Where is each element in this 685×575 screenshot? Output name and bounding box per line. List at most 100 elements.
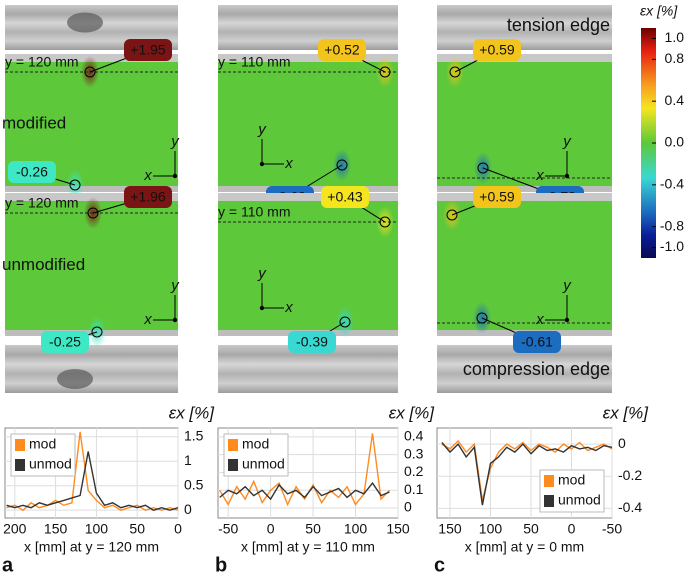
axis-origin	[564, 173, 570, 179]
separator	[437, 193, 612, 201]
line-series	[219, 481, 390, 501]
legend-swatch	[228, 439, 238, 451]
y-axis-title: εx [%]	[603, 403, 650, 422]
wood-strip	[5, 345, 178, 393]
x-tick-label: 50	[523, 521, 539, 537]
colorbar-title: εx [%]	[640, 3, 678, 19]
x-tick-label: 100	[479, 521, 503, 537]
callout-point	[446, 209, 458, 221]
panel-letter: a	[2, 554, 14, 575]
line-series	[6, 451, 179, 511]
callout-label: -0.25	[49, 334, 81, 350]
callout-label: +0.59	[479, 189, 515, 205]
callout-label: +0.43	[327, 189, 363, 205]
axis-glyph-label: y	[170, 133, 180, 150]
x-tick-label: -50	[218, 521, 238, 537]
y-tick-label: -0.4	[618, 499, 642, 515]
axis-glyph-label: x	[284, 299, 293, 316]
callout-point	[379, 66, 391, 78]
section-label: y = 120 mm	[5, 195, 79, 211]
callout-box	[513, 331, 561, 353]
section-label: y = 110 mm	[218, 204, 291, 220]
x-axis-title: x [mm] at y = 120 mm	[24, 539, 159, 555]
separator	[5, 186, 178, 192]
wood-knot	[57, 369, 93, 389]
legend-swatch	[228, 459, 238, 471]
callout-point	[379, 216, 391, 228]
colorbar-tick-label: 1.0	[665, 29, 685, 45]
wood-strip	[437, 5, 612, 50]
legend-swatch	[15, 459, 25, 471]
axis-origin	[259, 161, 265, 167]
wood-strip	[218, 5, 398, 50]
legend-swatch	[544, 475, 554, 487]
callout-point	[87, 207, 99, 219]
separator	[218, 193, 398, 201]
y-tick-label: 0	[404, 499, 412, 515]
y-axis-title: εx [%]	[389, 403, 436, 422]
section-label: y = 110 mm	[218, 54, 291, 70]
legend-swatch	[544, 495, 554, 507]
callout-point	[336, 159, 348, 171]
line-series	[441, 439, 613, 501]
callout-label: +1.95	[130, 42, 166, 58]
panel-letter: b	[215, 554, 227, 575]
y-tick-label: 0.3	[404, 445, 424, 461]
colorbar-tick-label: -1.0	[660, 238, 684, 254]
x-tick-label: 50	[305, 521, 321, 537]
axis-glyph-label: x	[284, 155, 293, 172]
y-tick-label: -0.2	[618, 467, 642, 483]
axis-glyph-label: y	[562, 277, 572, 294]
y-tick-label: 0.1	[404, 481, 424, 497]
callout-label: +0.59	[479, 42, 515, 58]
axis-origin	[172, 173, 178, 179]
legend-label: mod	[558, 472, 585, 488]
callout-box	[41, 331, 89, 353]
axis-glyph-label: x	[143, 167, 152, 184]
strain-map	[437, 201, 612, 330]
y-tick-label: 1	[184, 452, 192, 468]
x-tick-label: 100	[344, 521, 368, 537]
y-tick-label: 0.5	[184, 476, 204, 492]
callout-point	[91, 326, 103, 338]
colorbar	[641, 28, 656, 258]
x-axis-title: x [mm] at y = 110 mm	[241, 539, 375, 555]
axis-origin	[564, 317, 570, 323]
x-tick-label: 0	[568, 521, 576, 537]
callout-box	[473, 39, 521, 61]
x-tick-label: 0	[267, 521, 275, 537]
axis-glyph-label: x	[143, 311, 152, 328]
separator	[5, 193, 178, 201]
colorbar-tick-label: 0.4	[665, 92, 685, 108]
legend-swatch	[15, 439, 25, 451]
axis-origin	[172, 317, 178, 323]
callout-label: -0.39	[296, 334, 328, 350]
y-tick-label: 0	[618, 435, 626, 451]
y-tick-label: 0.4	[404, 428, 424, 444]
callout-box	[473, 186, 521, 208]
colorbar-tick-label: -0.8	[660, 217, 684, 233]
line-series	[219, 433, 391, 507]
colorbar-tick-label: -0.4	[660, 176, 684, 192]
colorbar-tick-label: 0.0	[665, 134, 685, 150]
callout-point	[449, 66, 461, 78]
colorbar-tick-label: 0.8	[665, 50, 685, 66]
y-tick-label: 0.2	[404, 463, 424, 479]
axis-origin	[259, 305, 265, 311]
separator	[437, 186, 612, 192]
separator	[218, 54, 398, 62]
callout-box	[8, 161, 56, 183]
callout-box	[124, 186, 172, 208]
legend-label: mod	[29, 436, 56, 452]
x-tick-label: 100	[85, 521, 109, 537]
axis-glyph-label: y	[257, 265, 267, 282]
legend-label: unmod	[558, 492, 601, 508]
x-tick-label: 150	[386, 521, 410, 537]
separator	[437, 54, 612, 62]
callout-point	[476, 312, 488, 324]
x-tick-label: 150	[438, 521, 462, 537]
callout-point	[69, 179, 81, 191]
callout-point	[477, 162, 489, 174]
wood-label: compression edge	[463, 359, 610, 379]
